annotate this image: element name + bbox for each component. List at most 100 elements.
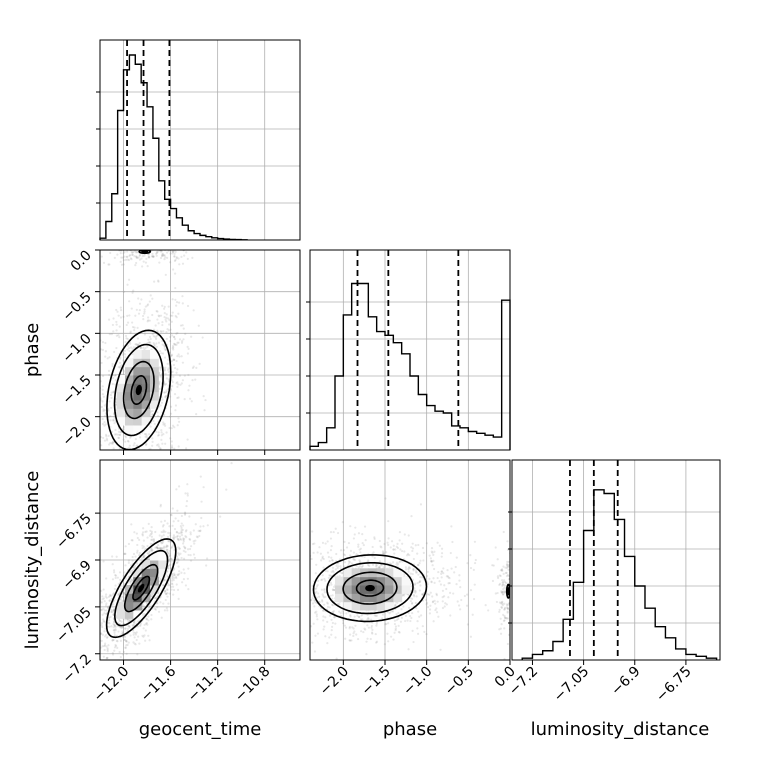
- scatter-point: [159, 601, 162, 604]
- scatter-point: [112, 330, 115, 333]
- scatter-point: [456, 600, 459, 603]
- scatter-point: [169, 415, 172, 418]
- scatter-point: [381, 550, 385, 553]
- scatter-point: [466, 623, 469, 626]
- scatter-point: [123, 638, 127, 641]
- density-panel-phase-vs-luminosity_distance: [309, 459, 511, 661]
- density-cell: [133, 610, 143, 619]
- scatter-point: [152, 335, 156, 338]
- scatter-point: [158, 366, 161, 369]
- scatter-point: [115, 639, 118, 642]
- scatter-point: [136, 625, 140, 628]
- scatter-point: [144, 547, 147, 550]
- scatter-point: [101, 400, 104, 403]
- scatter-point: [118, 336, 121, 339]
- scatter-point: [507, 560, 510, 564]
- scatter-point: [160, 431, 163, 434]
- scatter-point: [112, 569, 116, 572]
- scatter-point: [184, 492, 187, 495]
- scatter-point: [157, 433, 160, 437]
- scatter-point: [101, 388, 104, 391]
- scatter-point: [173, 426, 176, 429]
- scatter-point: [92, 644, 94, 646]
- scatter-point: [503, 580, 507, 584]
- scatter-point: [449, 614, 452, 617]
- scatter-point: [329, 530, 333, 534]
- scatter-point: [144, 261, 148, 264]
- scatter-point: [290, 599, 292, 601]
- scatter-point: [321, 593, 324, 596]
- scatter-point: [368, 564, 371, 567]
- scatter-point: [146, 451, 148, 453]
- scatter-point: [290, 548, 292, 550]
- scatter-point: [107, 409, 110, 412]
- scatter-point: [332, 609, 336, 613]
- scatter-point: [314, 592, 317, 595]
- scatter-point: [194, 246, 196, 248]
- scatter-point: [426, 593, 429, 596]
- scatter-point: [190, 335, 193, 338]
- scatter-point: [127, 508, 129, 510]
- scatter-point: [324, 616, 327, 619]
- scatter-point: [157, 280, 160, 283]
- scatter-point: [342, 622, 345, 625]
- scatter-point: [101, 595, 104, 598]
- scatter-point: [131, 555, 134, 559]
- scatter-point: [119, 306, 122, 309]
- scatter-point: [391, 561, 395, 564]
- scatter-point: [380, 564, 383, 567]
- scatter-point: [291, 550, 293, 552]
- scatter-point: [431, 564, 434, 567]
- scatter-point: [131, 325, 135, 329]
- scatter-point: [105, 485, 107, 487]
- scatter-point: [114, 628, 117, 631]
- scatter-point: [417, 543, 420, 547]
- scatter-point: [165, 394, 168, 398]
- contour-geocent_time-vs-luminosity_distance-0-0: [105, 538, 177, 639]
- scatter-point: [292, 587, 294, 589]
- scatter-point: [501, 583, 504, 586]
- scatter-point: [156, 248, 158, 250]
- scatter-point: [412, 568, 415, 571]
- scatter-point: [152, 255, 155, 259]
- scatter-point: [433, 550, 436, 553]
- scatter-point: [349, 554, 352, 557]
- scatter-point: [499, 627, 502, 630]
- scatter-point: [352, 632, 355, 635]
- density-cell: [141, 576, 151, 586]
- scatter-point: [164, 273, 167, 276]
- density-cell: [351, 576, 361, 586]
- scatter-point: [176, 368, 179, 371]
- scatter-point: [381, 617, 384, 620]
- scatter-point: [408, 553, 411, 557]
- scatter-point: [92, 606, 94, 608]
- scatter-point: [142, 527, 145, 530]
- scatter-point: [176, 341, 179, 344]
- scatter-point: [172, 593, 175, 596]
- scatter-point: [138, 258, 142, 261]
- scatter-point: [124, 440, 127, 443]
- scatter-point: [163, 345, 166, 348]
- scatter-point: [425, 574, 429, 578]
- scatter-point: [146, 304, 149, 307]
- scatter-point: [361, 541, 364, 545]
- scatter-point: [324, 635, 327, 638]
- scatter-point: [436, 576, 439, 580]
- scatter-point: [507, 568, 510, 571]
- scatter-point: [126, 453, 128, 455]
- scatter-point: [164, 348, 167, 352]
- scatter-point: [161, 525, 165, 528]
- scatter-point: [124, 436, 127, 439]
- scatter-point: [125, 639, 128, 643]
- scatter-point: [144, 622, 148, 625]
- hist-step-luminosity_distance: [521, 489, 718, 660]
- scatter-point: [150, 247, 152, 249]
- scatter-point: [86, 442, 88, 444]
- scatter-point: [180, 522, 183, 525]
- scatter-point: [500, 590, 503, 593]
- scatter-point: [104, 423, 107, 426]
- scatter-point: [164, 395, 167, 398]
- scatter-point: [112, 626, 115, 629]
- scatter-point: [149, 542, 152, 545]
- scatter-point: [417, 610, 420, 613]
